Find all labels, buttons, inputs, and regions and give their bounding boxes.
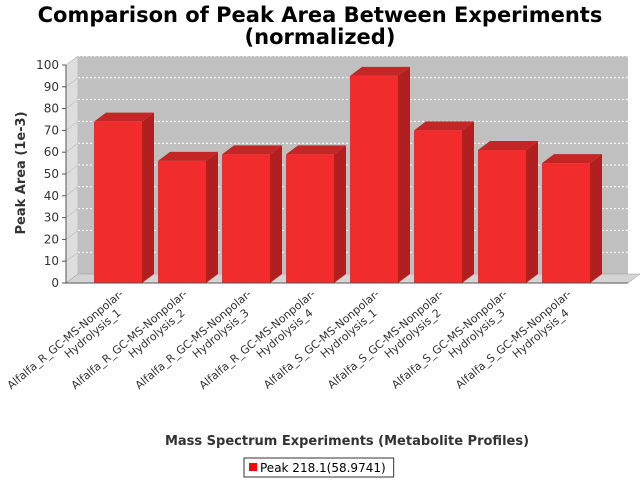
legend-box: [243, 457, 395, 478]
bar-side: [334, 145, 346, 283]
bar: [542, 154, 602, 283]
bar-top: [414, 121, 474, 131]
gridline-side: [65, 121, 79, 131]
bar-side: [206, 151, 218, 283]
y-tick-label: 90: [44, 80, 59, 94]
x-axis-title: Mass Spectrum Experiments (Metabolite Pr…: [165, 434, 529, 449]
chart-title: Comparison of Peak Area Between Experime…: [38, 3, 603, 49]
bar-side: [270, 145, 282, 283]
bar-front: [478, 150, 526, 283]
legend: Peak 218.1(58.9741): [243, 457, 395, 478]
gridline-side: [65, 99, 79, 109]
y-tick-label: 70: [44, 123, 59, 137]
y-axis-title: Peak Area (1e-3): [14, 111, 29, 234]
bar-top: [350, 66, 410, 76]
y-tick-label: 50: [44, 167, 59, 181]
bar: [478, 141, 538, 283]
y-tick-label: 10: [44, 254, 59, 268]
y-tick-label: 60: [44, 145, 59, 159]
bar-top: [286, 145, 346, 155]
gridline-side: [65, 251, 79, 262]
bar: [222, 145, 282, 283]
bar-front: [286, 154, 334, 283]
y-tick-label: 80: [44, 102, 59, 116]
bar: [350, 66, 410, 284]
legend-swatch: [249, 463, 257, 471]
legend-label: Peak 218.1(58.9741): [260, 461, 386, 475]
y-tick-label: 0: [51, 276, 59, 290]
chart-title-line: Comparison of Peak Area Between Experime…: [38, 3, 603, 27]
y-tick-label: 40: [44, 189, 59, 203]
bar-top: [94, 112, 154, 122]
bar: [414, 121, 474, 284]
bar-front: [542, 163, 590, 283]
x-axis: Alfalfa_R_GC-MS-Nonpolar-Hydrolysis_1Alf…: [5, 282, 628, 392]
gridline-side: [65, 208, 79, 218]
bar-front: [222, 154, 270, 283]
bars: [94, 66, 602, 284]
bar-front: [414, 130, 462, 283]
chart-title-line: (normalized): [245, 25, 396, 49]
bar-side: [398, 66, 410, 284]
y-tick-label: 30: [44, 211, 59, 225]
bar-side: [590, 154, 602, 283]
y-axis: 0 10 20 30 40 50 60 70 80 90 100: [36, 58, 67, 290]
bar: [94, 112, 154, 284]
bar: [158, 151, 218, 283]
bar: [286, 145, 346, 283]
bar-top: [478, 141, 538, 151]
gridline-side: [65, 186, 79, 197]
bar-front: [158, 160, 206, 283]
gridline-side: [65, 55, 79, 66]
bar-top: [542, 154, 602, 164]
y-tick-label: 100: [36, 58, 59, 72]
bar-side: [142, 112, 154, 284]
bar-front: [94, 121, 142, 284]
bar-side: [526, 141, 538, 283]
y-tick-label: 20: [44, 232, 59, 246]
bar-top: [158, 151, 218, 161]
bar-top: [222, 145, 282, 155]
gridlines: [65, 55, 628, 262]
gridline-side: [65, 77, 79, 88]
gridline-side: [65, 164, 79, 175]
bar-front: [350, 75, 398, 284]
bar-side: [462, 121, 474, 284]
gridline-side: [65, 230, 79, 240]
gridline-side: [65, 142, 79, 153]
